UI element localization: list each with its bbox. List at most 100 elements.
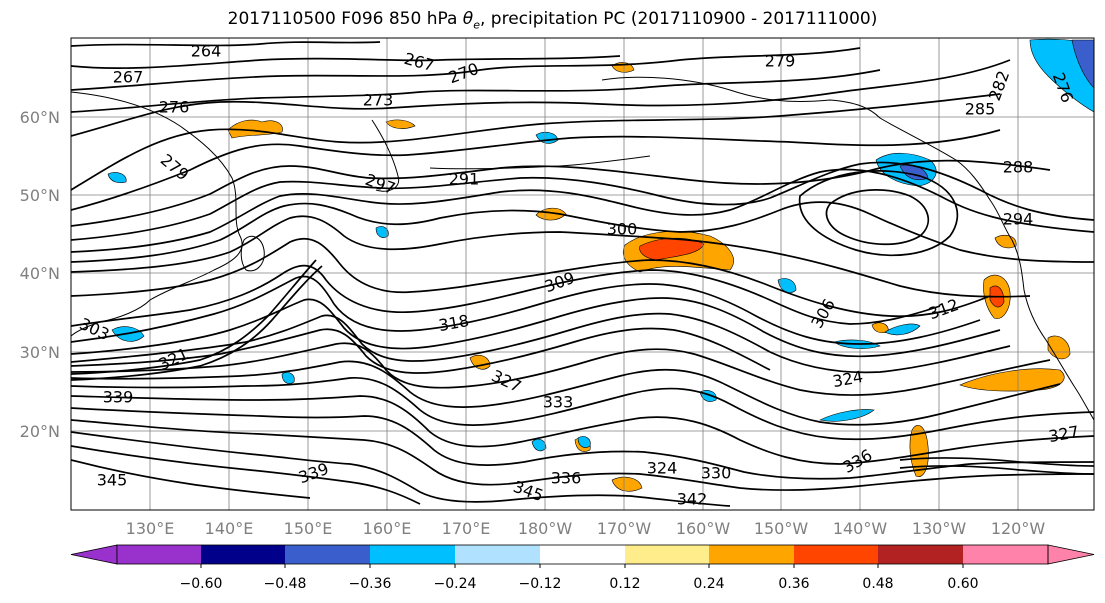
colorbar-segment xyxy=(455,545,541,564)
lon-label: 160°E xyxy=(363,519,412,538)
lon-label: 170°W xyxy=(597,519,652,538)
latitude-labels: 60°N 50°N 40°N 30°N 20°N xyxy=(20,108,60,441)
colorbar-segment xyxy=(625,545,710,564)
precip-patch xyxy=(107,172,127,184)
contour-jet-sw xyxy=(71,259,317,375)
precip-patch xyxy=(375,226,389,238)
contour-279 xyxy=(71,93,1001,191)
precip-patch xyxy=(884,323,921,336)
contour-label: 327 xyxy=(489,366,525,396)
precip-patch xyxy=(227,119,283,139)
contour-label: 336 xyxy=(551,469,582,488)
map-frame xyxy=(70,37,1095,511)
contour-label: 318 xyxy=(437,311,470,335)
contour-label: 345 xyxy=(97,471,128,490)
contour-jet-e2 xyxy=(899,464,1094,475)
colorbar-segment xyxy=(370,545,456,564)
precip-patch xyxy=(385,119,416,129)
contour-label: 282 xyxy=(985,68,1013,103)
lon-label: 130°E xyxy=(126,519,175,538)
title-prefix: 2017110500 F096 850 hPa xyxy=(227,9,463,29)
contour-label: 297 xyxy=(363,170,398,198)
colorbar-extend-max xyxy=(1047,544,1095,565)
lon-label: 160°W xyxy=(676,519,731,538)
contour-291 xyxy=(71,168,1094,253)
precip-patch xyxy=(611,476,643,492)
colorbar-tick-label: 0.48 xyxy=(862,576,893,592)
contour-label: 279 xyxy=(765,52,796,71)
contour-327 xyxy=(71,377,1094,441)
contour-309 xyxy=(71,297,1001,358)
contour-closed-ne xyxy=(798,170,959,257)
colorbar-outline xyxy=(116,544,1049,565)
colorbar-tick-label: −0.12 xyxy=(519,576,562,592)
lon-label: 180°W xyxy=(518,519,573,538)
contour-label: 342 xyxy=(677,490,708,509)
coastline-kamchatka xyxy=(371,119,400,192)
colorbar-extend-min xyxy=(70,544,118,565)
contour-label: 270 xyxy=(446,59,481,87)
contour-303 xyxy=(71,264,941,327)
colorbar-segment xyxy=(878,545,964,564)
coastline-alaska xyxy=(601,76,1013,241)
lat-label: 40°N xyxy=(20,264,60,283)
precip-patch xyxy=(777,278,797,293)
lon-label: 150°E xyxy=(284,519,333,538)
contour-288 xyxy=(71,161,1094,241)
contour-297 xyxy=(71,215,1031,298)
map-title: 2017110500 F096 850 hPa θe, precipitatio… xyxy=(0,9,1105,31)
colorbar-tick-label: −0.24 xyxy=(434,576,477,592)
lon-label: 150°W xyxy=(754,519,809,538)
contour-264 xyxy=(71,41,381,47)
precip-patch xyxy=(531,438,547,452)
contour-label: 294 xyxy=(1003,210,1034,229)
contour-label: 327 xyxy=(1047,422,1080,446)
contour-label: 267 xyxy=(113,68,144,87)
contour-339 xyxy=(71,431,731,507)
lon-label: 130°W xyxy=(912,519,967,538)
contour-label: 279 xyxy=(157,150,193,184)
colorbar-segment xyxy=(963,545,1049,564)
contour-label: 285 xyxy=(965,100,996,119)
contour-label: 273 xyxy=(363,91,394,110)
contour-label: 333 xyxy=(543,393,574,412)
precip-patch xyxy=(1047,335,1071,360)
contour-312 xyxy=(71,312,1011,374)
precip-patch-strong xyxy=(1071,39,1094,89)
lat-label: 30°N xyxy=(20,343,60,362)
title-suffix: , precipitation PC (2017110900 - 2017111… xyxy=(479,9,878,29)
contour-294 xyxy=(71,201,1094,263)
theta-e-contours xyxy=(71,41,1094,507)
precip-patch xyxy=(281,372,295,384)
precip-patch xyxy=(819,409,875,422)
contour-label: 330 xyxy=(701,464,732,483)
contour-324 xyxy=(71,360,1061,426)
contour-330 xyxy=(71,395,1094,465)
contour-label: 324 xyxy=(647,459,678,478)
contour-label: 345 xyxy=(511,477,546,505)
contour-321 xyxy=(71,342,1051,396)
colorbar-segment xyxy=(794,545,879,564)
map-plot-area xyxy=(71,38,1094,510)
contour-label: 339 xyxy=(103,388,134,407)
colorbar-segment xyxy=(540,545,626,564)
contour-267 xyxy=(71,55,621,69)
contour-label: 339 xyxy=(296,459,331,487)
lat-label: 60°N xyxy=(20,108,60,127)
contour-label: 309 xyxy=(542,268,577,296)
precip-patch xyxy=(959,368,1065,392)
contour-282 xyxy=(71,129,1001,211)
contour-336 xyxy=(71,419,1094,492)
colorbar: −0.60 −0.48 −0.36 −0.24 −0.12 0.12 0.24 0.36 0.4… xyxy=(70,544,1095,592)
title-theta: θ xyxy=(462,9,474,29)
contour-jet-e xyxy=(899,456,1094,467)
colorbar-tick-label: 0.24 xyxy=(693,576,724,592)
colorbar-segment xyxy=(201,545,286,564)
colorbar-tick-label: 0.36 xyxy=(778,576,809,592)
colorbar-tick-label: 0.60 xyxy=(947,576,978,592)
contour-300 xyxy=(71,237,991,318)
precip-patch xyxy=(909,425,929,477)
lon-label: 120°W xyxy=(991,519,1046,538)
colorbar-tick-label: −0.48 xyxy=(264,576,307,592)
